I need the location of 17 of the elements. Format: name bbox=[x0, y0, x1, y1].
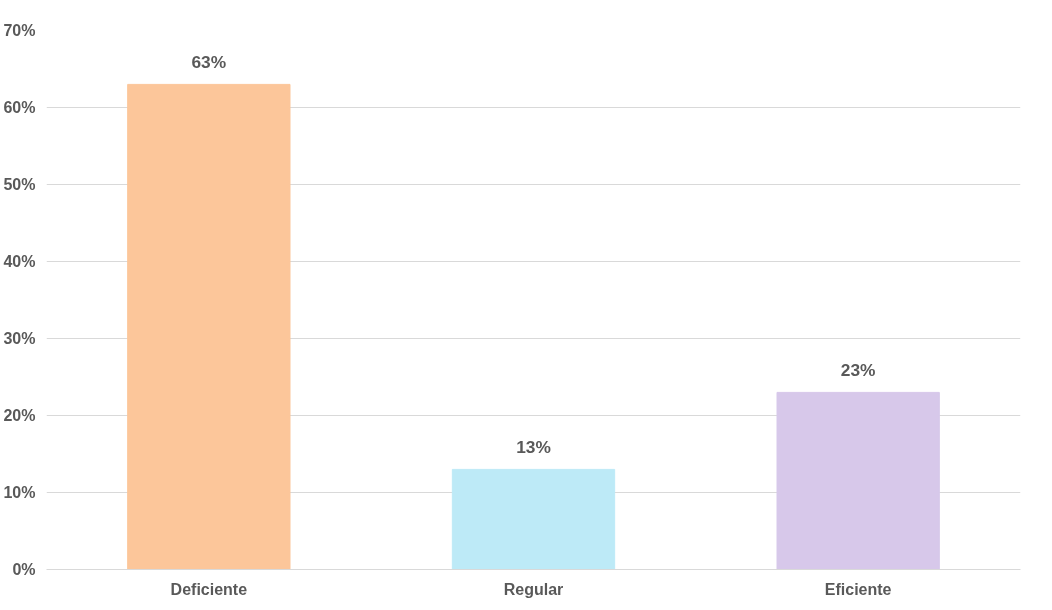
bar bbox=[127, 83, 291, 570]
y-tick-label: 70% bbox=[3, 22, 36, 39]
y-tick-label: 30% bbox=[3, 330, 36, 347]
bar bbox=[451, 468, 616, 570]
x-tick-label: Eficiente bbox=[824, 580, 892, 598]
y-tick-label: 20% bbox=[3, 407, 36, 424]
data-label: 63% bbox=[191, 52, 227, 73]
y-tick-label: 60% bbox=[3, 99, 36, 116]
y-tick-label: 10% bbox=[3, 484, 36, 501]
y-tick-label: 50% bbox=[3, 176, 36, 193]
data-label: 23% bbox=[840, 360, 876, 381]
bar bbox=[776, 391, 940, 570]
data-label: 13% bbox=[516, 437, 551, 458]
x-tick-label: Regular bbox=[503, 580, 564, 598]
y-tick-label: 0% bbox=[12, 561, 36, 578]
y-tick-label: 40% bbox=[3, 253, 36, 270]
x-tick-label: Deficiente bbox=[170, 580, 248, 598]
